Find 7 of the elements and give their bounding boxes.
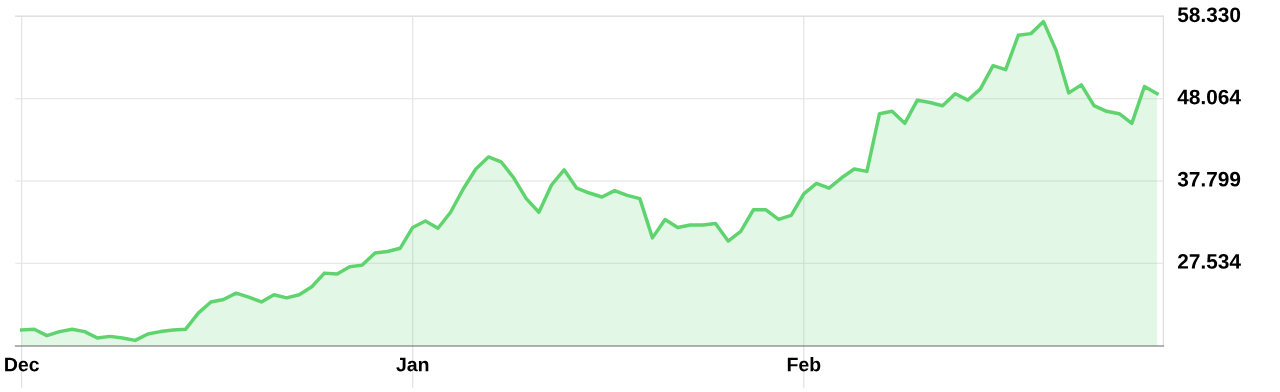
x-tick-label: Jan — [396, 357, 429, 372]
x-tick-label: Dec — [5, 357, 39, 372]
y-tick-label: 27.534 — [1177, 254, 1241, 269]
y-tick-label: 37.799 — [1177, 171, 1241, 187]
x-tick-label: Feb — [787, 357, 821, 372]
y-tick-label: 58.330 — [1177, 7, 1241, 23]
y-tick-label: 48.064 — [1177, 89, 1241, 105]
